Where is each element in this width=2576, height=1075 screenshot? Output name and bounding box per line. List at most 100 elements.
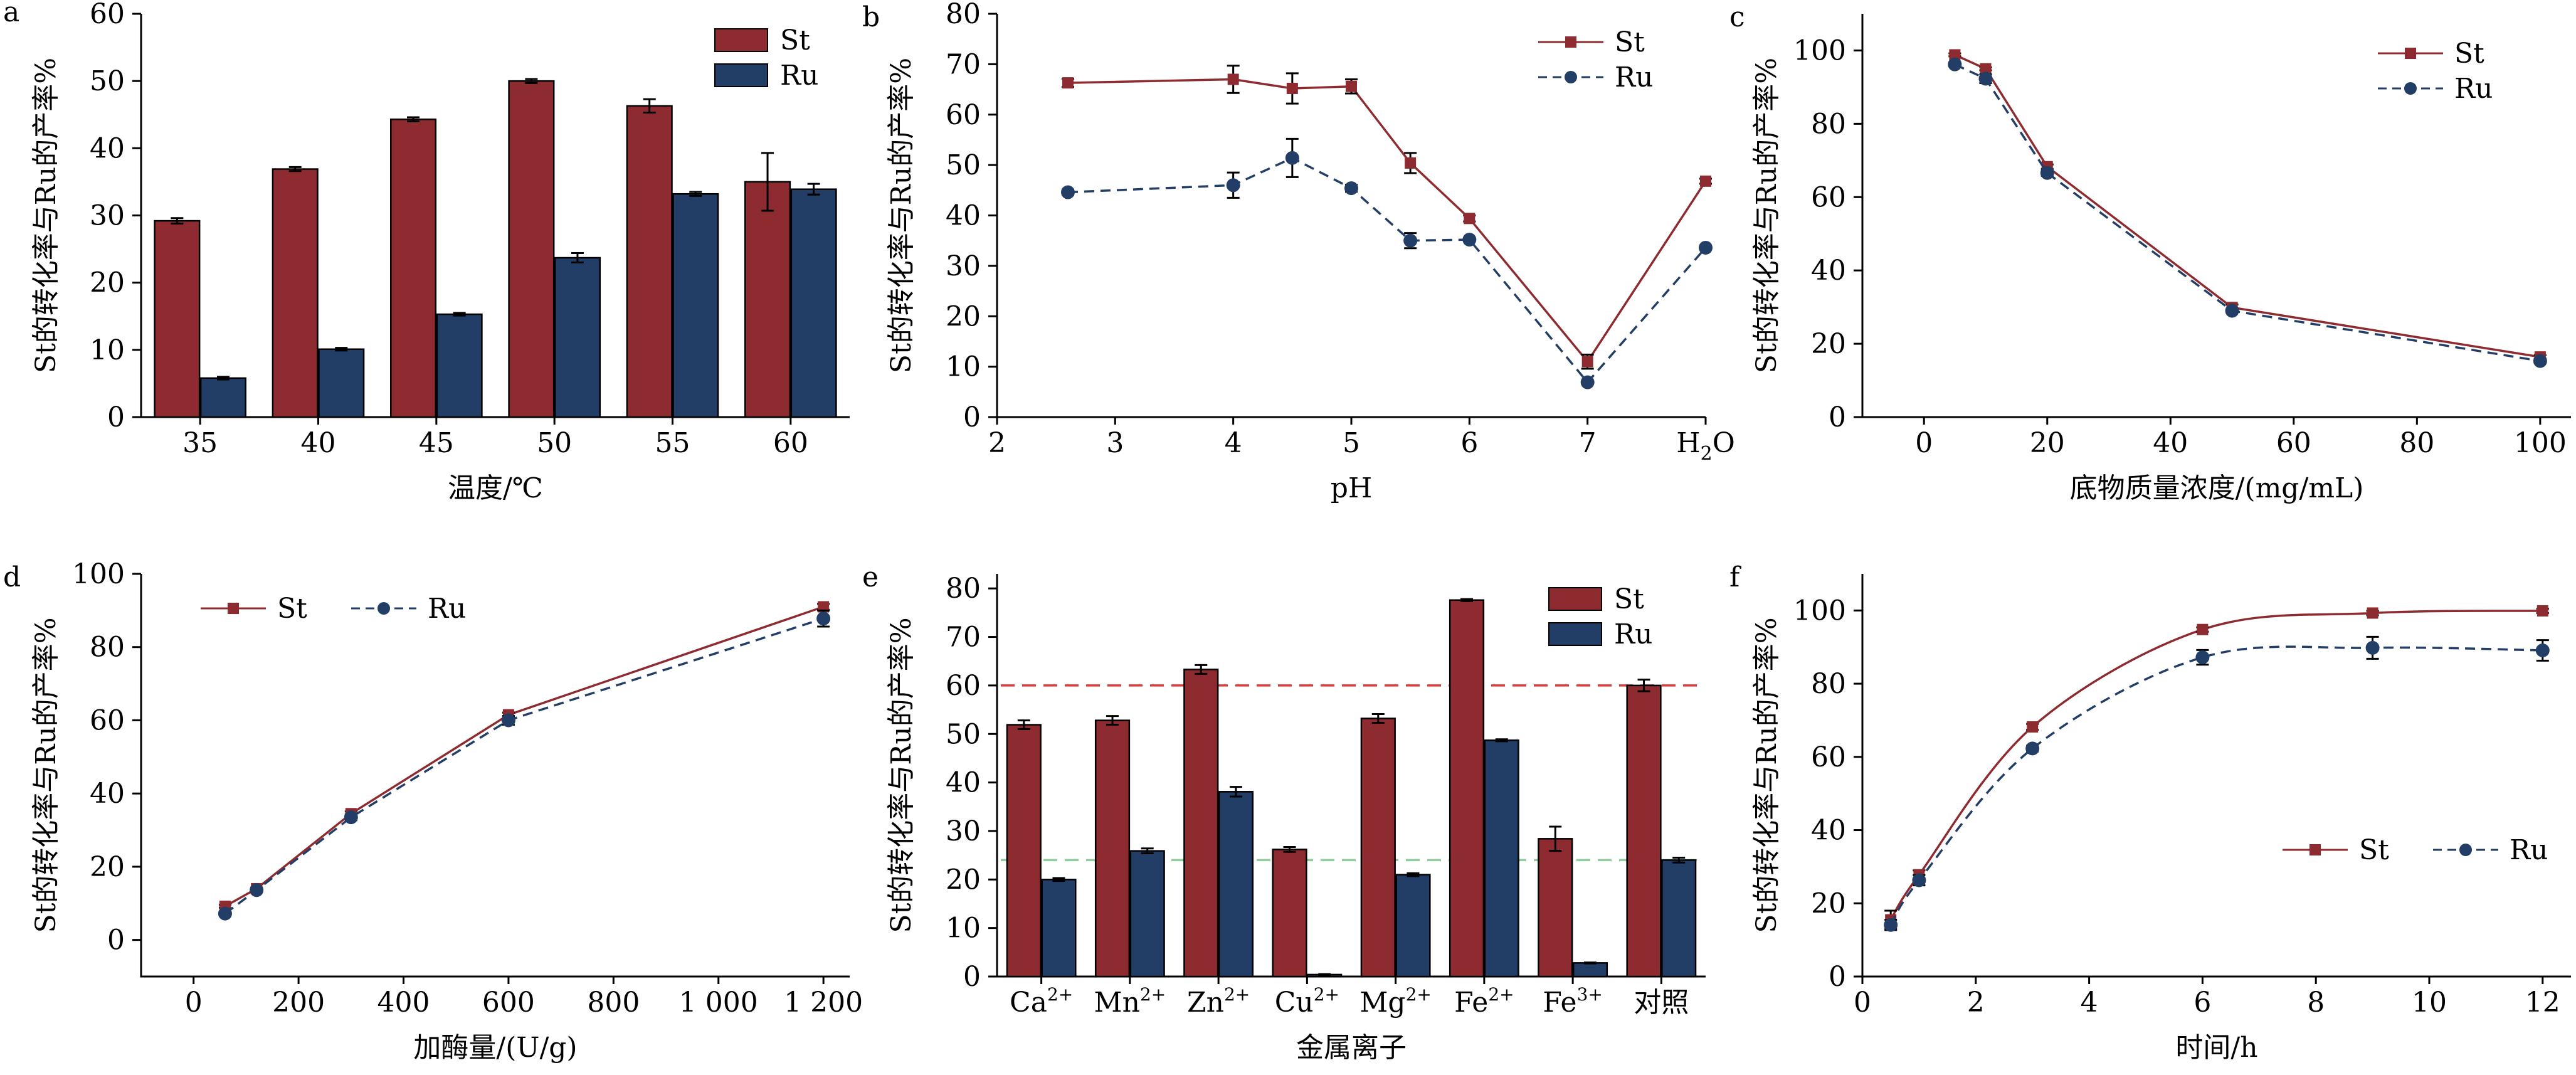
data-point-ru (1699, 240, 1713, 255)
x-tick-label: 12 (2525, 987, 2560, 1019)
x-tick-label: Zn2+ (1187, 984, 1250, 1019)
h2o-o: O (1713, 427, 1735, 459)
y-tick-label: 60 (90, 704, 125, 736)
x-tick-label-sup: 3+ (1577, 984, 1603, 1005)
series-line-st (1067, 78, 1707, 364)
y-tick-label: 100 (1793, 595, 1846, 627)
data-point-st (1405, 157, 1417, 169)
panel-letter: b (862, 1, 880, 33)
y-tick-label: 0 (107, 924, 125, 956)
y-tick-label: 30 (90, 200, 125, 232)
data-point-st (2197, 623, 2209, 635)
x-tick-label-base: Zn (1187, 987, 1224, 1019)
series-line-ru (224, 617, 824, 915)
x-tick-label: Mn2+ (1094, 984, 1166, 1019)
x-tick-label: 45 (419, 427, 454, 459)
bar-ru (1572, 962, 1608, 978)
panel-letter: c (1729, 1, 1745, 33)
bar-st (1626, 684, 1662, 978)
bar-st (1183, 669, 1219, 978)
data-point-st (1286, 82, 1298, 94)
x-tick-label: 2 (1967, 987, 1985, 1019)
data-point-ru (344, 810, 358, 825)
legend-label-ru: Ru (2510, 834, 2548, 866)
x-tick-label: 8 (2307, 987, 2325, 1019)
data-point-st (1464, 213, 1475, 225)
legend-marker-st (2405, 48, 2416, 59)
x-tick-label-h2o: H2O (1676, 427, 1735, 465)
bar-st (1006, 724, 1042, 978)
y-tick-label: 30 (946, 250, 981, 282)
y-tick-label: 20 (946, 864, 981, 896)
x-tick-label: 800 (587, 987, 640, 1019)
bar-st (154, 220, 201, 418)
y-tick-label: 30 (946, 815, 981, 847)
legend-marker-ru (377, 602, 390, 615)
x-tick-label: 60 (2276, 427, 2311, 459)
bar-ru (672, 193, 719, 418)
data-point-st (1062, 77, 1074, 89)
bar-ru (199, 377, 246, 418)
data-point-st (1581, 356, 1593, 368)
y-tick-label: 40 (1811, 815, 1846, 847)
legend-label-st: St (1614, 583, 1644, 615)
legend-swatch-st (1548, 587, 1602, 611)
series-line-ru (1067, 156, 1707, 384)
legend-label-st: St (2359, 834, 2389, 866)
x-tick-label-sup: 2+ (1314, 984, 1339, 1005)
bar-ru (1484, 739, 1519, 978)
data-point-st (2536, 605, 2548, 617)
legend-swatch-ru (1548, 622, 1602, 646)
y-axis-label: St的转化率与Ru的产率% (885, 58, 917, 373)
data-point-ru (1978, 71, 1993, 86)
chart-panel-a: a St的转化率与Ru的产率% 温度/℃ 0 10 20 30 40 50 60 35 40 45 50 5… (3, 0, 850, 504)
data-point-ru (1462, 233, 1477, 247)
bar-ru (1129, 850, 1165, 978)
data-point-ru (816, 612, 831, 626)
data-point-ru (218, 906, 232, 921)
x-tick-label: 200 (272, 987, 325, 1019)
y-axis-label: St的转化率与Ru的产率% (885, 617, 917, 933)
x-tick-label: Ca2+ (1010, 984, 1073, 1019)
x-tick-label: 100 (2514, 427, 2567, 459)
x-tick-label: 0 (185, 987, 203, 1019)
y-tick-label: 80 (1811, 108, 1846, 140)
data-point-ru (1580, 375, 1595, 389)
y-tick-label: 20 (1811, 328, 1846, 360)
x-tick-label-base: Fe (1543, 987, 1576, 1019)
x-tick-label: 7 (1579, 427, 1597, 459)
legend-label-st: St (2454, 38, 2484, 70)
x-axis-label: 金属离子 (1296, 1032, 1407, 1064)
bar-ru (318, 348, 365, 418)
x-tick-label: 400 (377, 987, 430, 1019)
y-tick-label: 50 (946, 149, 981, 181)
y-axis-label: St的转化率与Ru的产率% (30, 617, 62, 933)
x-tick-label-sup: 2+ (1047, 984, 1073, 1005)
y-tick-label: 10 (90, 334, 125, 366)
x-tick-label: Cu2+ (1275, 984, 1339, 1019)
bar-st (1272, 849, 1307, 978)
y-tick-label: 40 (90, 778, 125, 810)
y-tick-label: 70 (946, 622, 981, 654)
data-point-ru (1226, 178, 1240, 193)
y-tick-label: 10 (946, 351, 981, 383)
x-tick-label: 3 (1106, 427, 1124, 459)
legend-marker-ru (1565, 71, 1577, 83)
series-line-st (1954, 53, 2541, 358)
y-tick-label: 50 (90, 65, 125, 97)
y-tick-label: 40 (1811, 255, 1846, 287)
series-line-st (1889, 610, 2543, 921)
x-tick-label-base: Mn (1094, 987, 1140, 1019)
bar-st (272, 168, 319, 418)
y-tick-label: 0 (107, 401, 125, 433)
data-point-st (1227, 73, 1239, 85)
data-point-ru (2195, 650, 2210, 665)
y-tick-label: 0 (1829, 401, 1846, 433)
legend-label-ru: Ru (780, 60, 818, 92)
data-point-ru (501, 713, 515, 728)
x-tick-label: 1 000 (679, 987, 758, 1019)
legend-label-st: St (1615, 26, 1645, 58)
